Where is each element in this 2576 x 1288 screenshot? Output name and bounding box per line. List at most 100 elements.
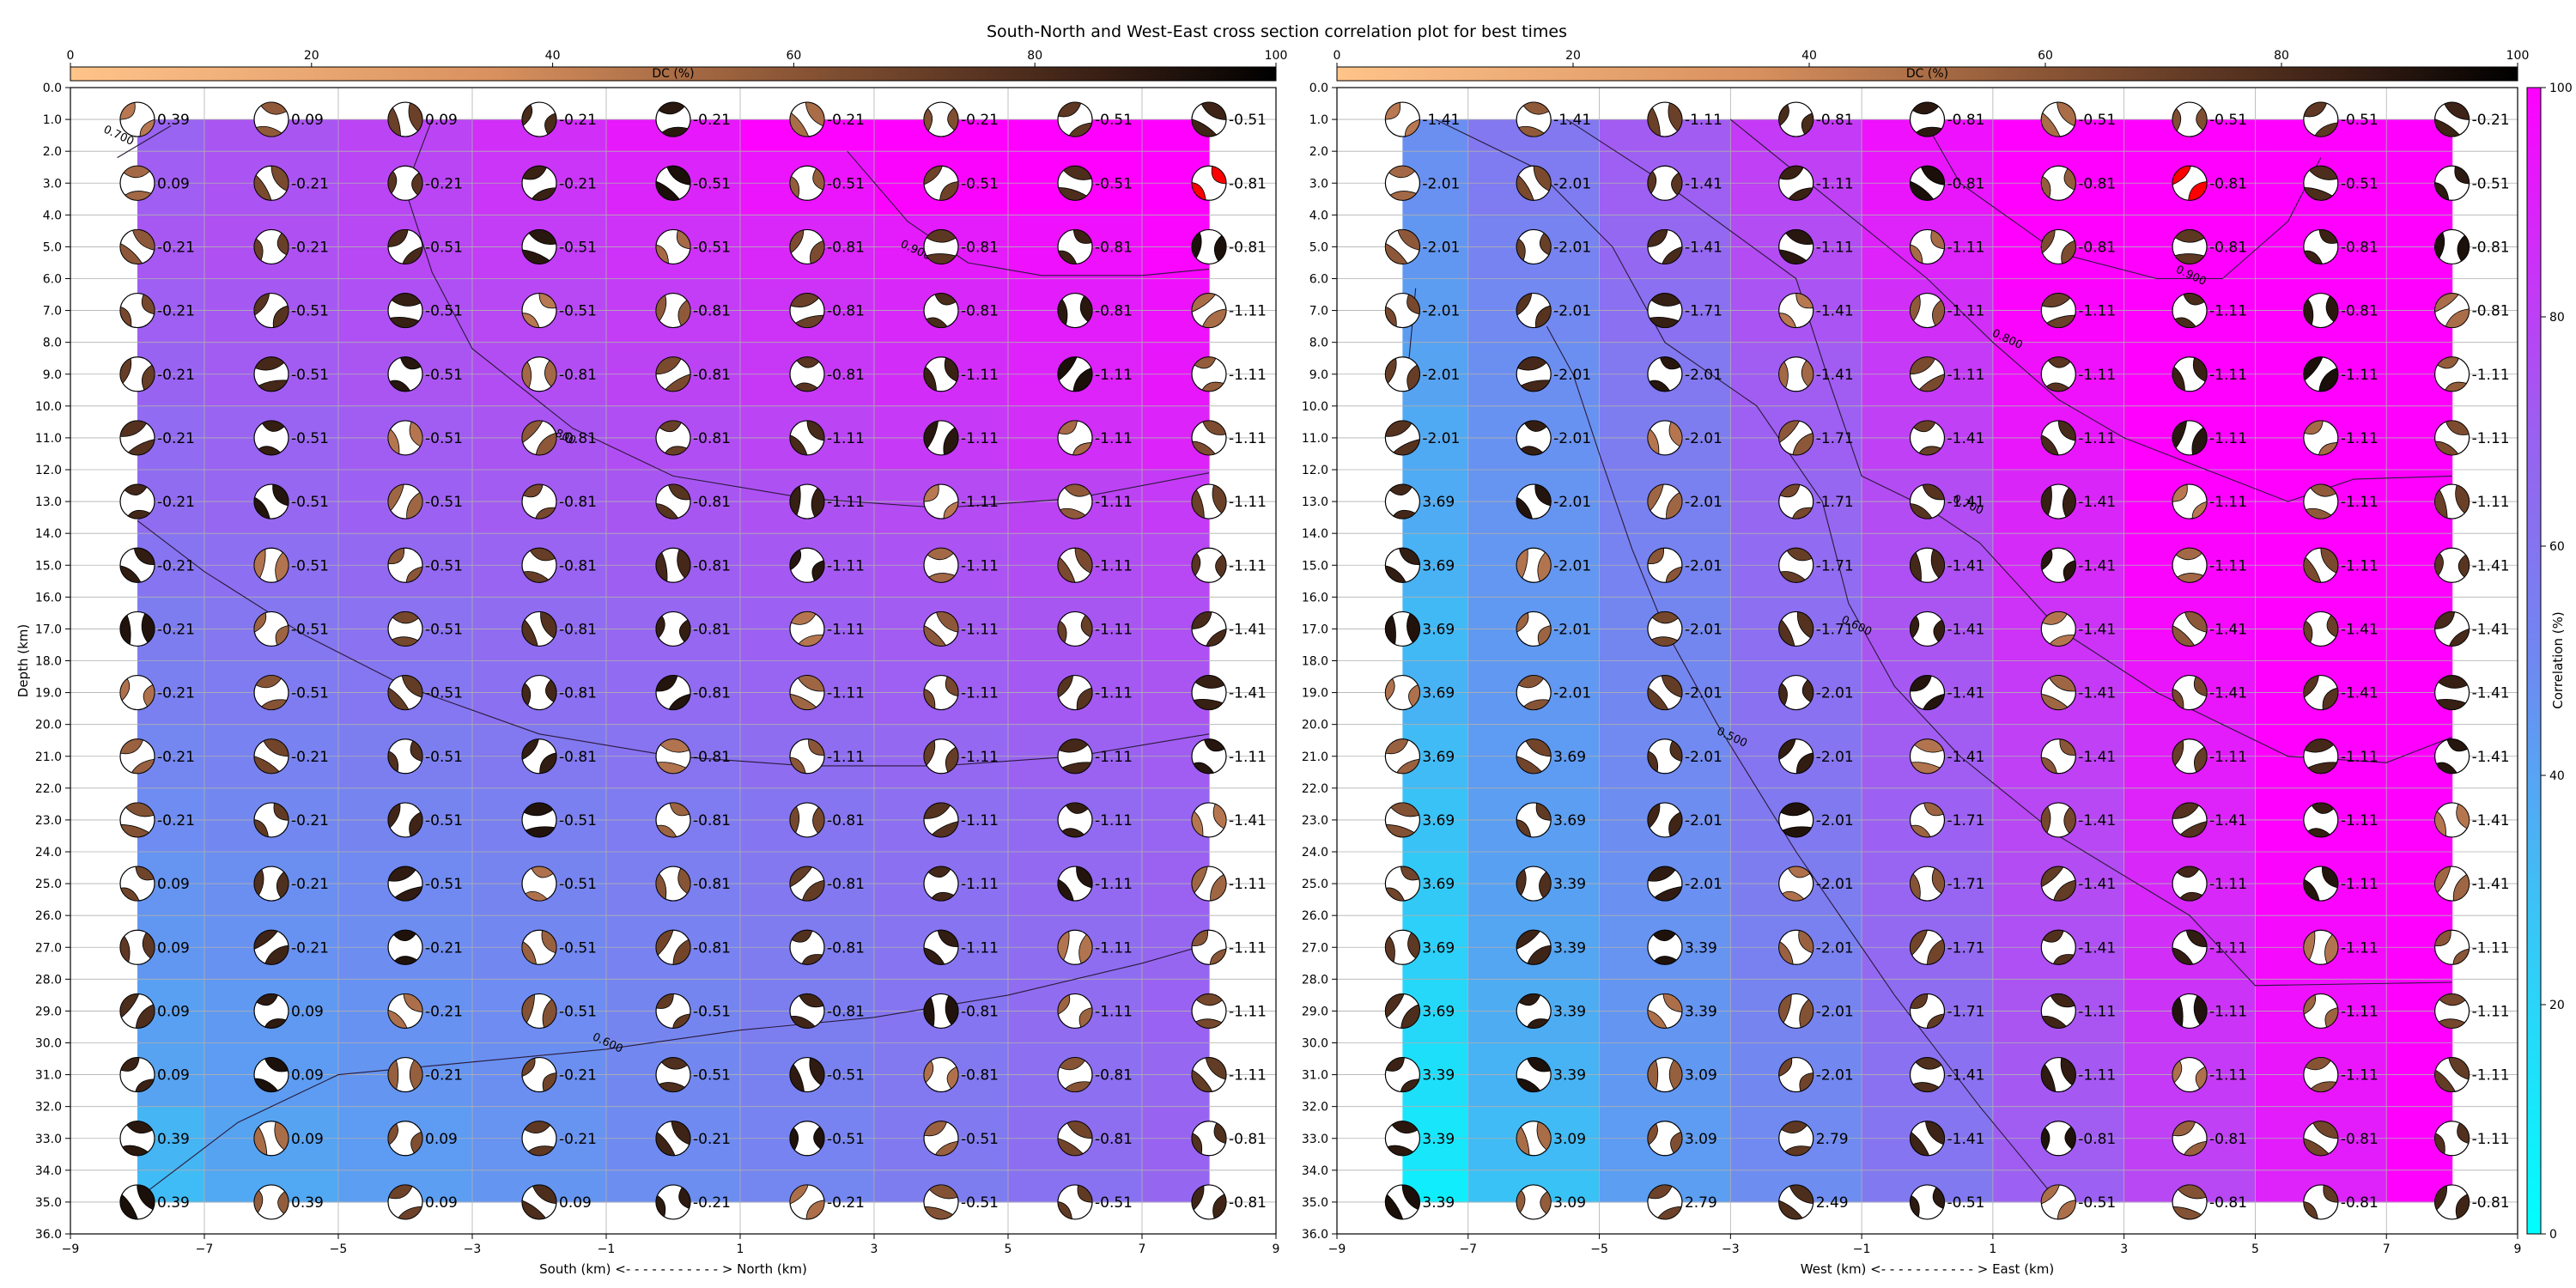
south-north-beachball xyxy=(1191,356,1227,392)
south-north-beachball-compression xyxy=(789,1184,809,1205)
west-east-beachball-compression xyxy=(1536,1121,1552,1151)
west-east-time-shift-label: -1.11 xyxy=(2341,749,2379,766)
south-north-time-shift-label: 0.39 xyxy=(157,1131,190,1148)
west-east-beachball xyxy=(1778,611,1814,647)
south-north-y-tick-label: 32.0 xyxy=(35,1101,62,1115)
south-north-beachball-compression xyxy=(141,294,155,315)
south-north-beachball-compression xyxy=(392,929,416,942)
west-east-time-shift-label: -1.41 xyxy=(2472,621,2510,638)
west-east-beachball-compression xyxy=(2434,440,2459,456)
south-north-beachball-compression xyxy=(119,738,144,755)
south-north-time-shift-label: -0.21 xyxy=(559,1131,597,1148)
west-east-beachball-compression xyxy=(2434,552,2444,576)
south-north-beachball-compression xyxy=(1057,878,1074,902)
west-east-time-shift-label: 3.69 xyxy=(1422,557,1455,574)
south-north-beachball-compression xyxy=(263,738,289,757)
west-east-beachball-compression xyxy=(1647,687,1669,710)
west-east-time-shift-label: -1.41 xyxy=(1947,749,1985,766)
south-north-time-shift-label: -0.51 xyxy=(693,1067,731,1084)
west-east-time-shift-label: -1.11 xyxy=(2341,939,2379,957)
west-east-beachball xyxy=(1384,866,1420,902)
south-north-time-shift-label: -1.11 xyxy=(961,430,999,447)
south-north-beachball-compression xyxy=(389,380,411,392)
west-east-beachball xyxy=(1647,866,1683,902)
south-north-beachball-compression xyxy=(253,756,280,775)
south-north-time-shift-label: -0.51 xyxy=(827,1067,865,1084)
south-north-beachball xyxy=(119,165,155,201)
west-east-beachball xyxy=(2040,483,2076,519)
south-north-beachball-compression xyxy=(521,249,550,264)
west-east-beachball-compression xyxy=(1387,1145,1414,1157)
south-north-time-shift-label: 0.09 xyxy=(425,1194,458,1212)
west-east-time-shift-label: -1.41 xyxy=(1816,303,1854,320)
south-north-time-shift-label: -0.81 xyxy=(827,239,865,256)
west-east-beachball-compression xyxy=(1516,868,1527,896)
west-east-time-shift-label: -0.81 xyxy=(2472,303,2510,320)
west-east-beachball-compression xyxy=(1400,866,1420,881)
west-east-time-shift-label: -0.81 xyxy=(1816,112,1854,129)
west-east-beachball xyxy=(1647,1121,1683,1157)
south-north-beachball-compression xyxy=(270,165,289,191)
south-north-time-shift-label: 0.09 xyxy=(291,1003,324,1020)
south-north-beachball-compression xyxy=(794,382,818,392)
west-east-beachball xyxy=(1384,356,1420,392)
south-north-time-shift-label: -0.81 xyxy=(961,1067,999,1084)
south-north-time-shift-label: -0.21 xyxy=(291,239,329,256)
south-north-beachball xyxy=(521,802,557,838)
west-east-time-shift-label: -2.01 xyxy=(1685,876,1722,893)
west-east-beachball-compression xyxy=(2452,948,2470,965)
south-north-beachball xyxy=(1191,929,1227,965)
west-east-beachball xyxy=(1778,420,1814,456)
west-east-beachball-compression xyxy=(1931,867,1945,895)
south-north-beachball xyxy=(789,738,825,775)
west-east-beachball-compression xyxy=(2457,1122,2470,1145)
west-east-beachball-compression xyxy=(2172,420,2188,449)
west-east-time-shift-label: 3.39 xyxy=(1422,1194,1455,1212)
west-east-beachball xyxy=(1647,228,1683,265)
west-east-beachball xyxy=(1384,674,1420,711)
west-east-beachball-compression xyxy=(2445,308,2470,328)
west-east-beachball xyxy=(1384,738,1420,775)
south-north-beachball xyxy=(655,165,691,201)
south-north-beachball-compression xyxy=(665,446,688,456)
south-north-y-tick-label: 18.0 xyxy=(35,655,62,669)
correlation-colorbar-tick-label: 60 xyxy=(2549,540,2565,554)
west-east-beachball-compression xyxy=(1647,428,1660,455)
west-east-beachball-compression xyxy=(1388,165,1416,179)
south-north-beachball-compression xyxy=(522,483,544,498)
west-east-beachball-compression xyxy=(1384,243,1408,264)
south-north-beachball xyxy=(1191,674,1227,711)
west-east-beachball xyxy=(2040,738,2076,775)
west-east-time-shift-label: -0.81 xyxy=(2341,1194,2379,1212)
south-north-beachball-compression xyxy=(943,427,959,456)
west-east-beachball-compression xyxy=(2318,442,2338,456)
south-north-beachball xyxy=(521,228,557,265)
south-north-time-shift-label: -0.51 xyxy=(425,494,463,511)
west-east-beachball-compression xyxy=(1780,802,1811,817)
west-east-time-shift-label: -2.01 xyxy=(1685,685,1722,702)
west-east-beachball-compression xyxy=(1910,356,1936,375)
west-east-y-tick-label: 2.0 xyxy=(1309,145,1328,159)
south-north-time-shift-label: -0.21 xyxy=(693,1131,731,1148)
west-east-beachball xyxy=(2040,356,2076,392)
west-east-beachball-compression xyxy=(1922,483,1945,501)
south-north-x-tick-label: 1 xyxy=(737,1242,744,1256)
south-north-beachball xyxy=(253,165,289,201)
south-north-beachball-compression xyxy=(789,175,800,198)
west-east-beachball-compression xyxy=(1911,101,1940,115)
south-north-beachball-compression xyxy=(119,101,136,120)
south-north-beachball xyxy=(119,866,155,902)
south-north-beachball-compression xyxy=(1061,762,1092,775)
west-east-beachball-compression xyxy=(1910,503,1933,519)
west-east-beachball-compression xyxy=(1788,187,1814,201)
west-east-beachball xyxy=(2172,1184,2208,1220)
west-east-time-shift-label: -1.41 xyxy=(1947,557,1985,574)
south-north-beachball xyxy=(253,483,289,519)
south-north-beachball-compression xyxy=(811,560,825,581)
west-east-time-shift-label: -1.11 xyxy=(1947,239,1985,256)
south-north-beachball-compression xyxy=(655,1131,676,1157)
west-east-time-shift-label: -0.81 xyxy=(2078,239,2116,256)
west-east-beachball-compression xyxy=(2063,167,2076,191)
south-north-time-shift-label: -0.81 xyxy=(693,812,731,829)
south-north-beachball xyxy=(1057,101,1093,137)
